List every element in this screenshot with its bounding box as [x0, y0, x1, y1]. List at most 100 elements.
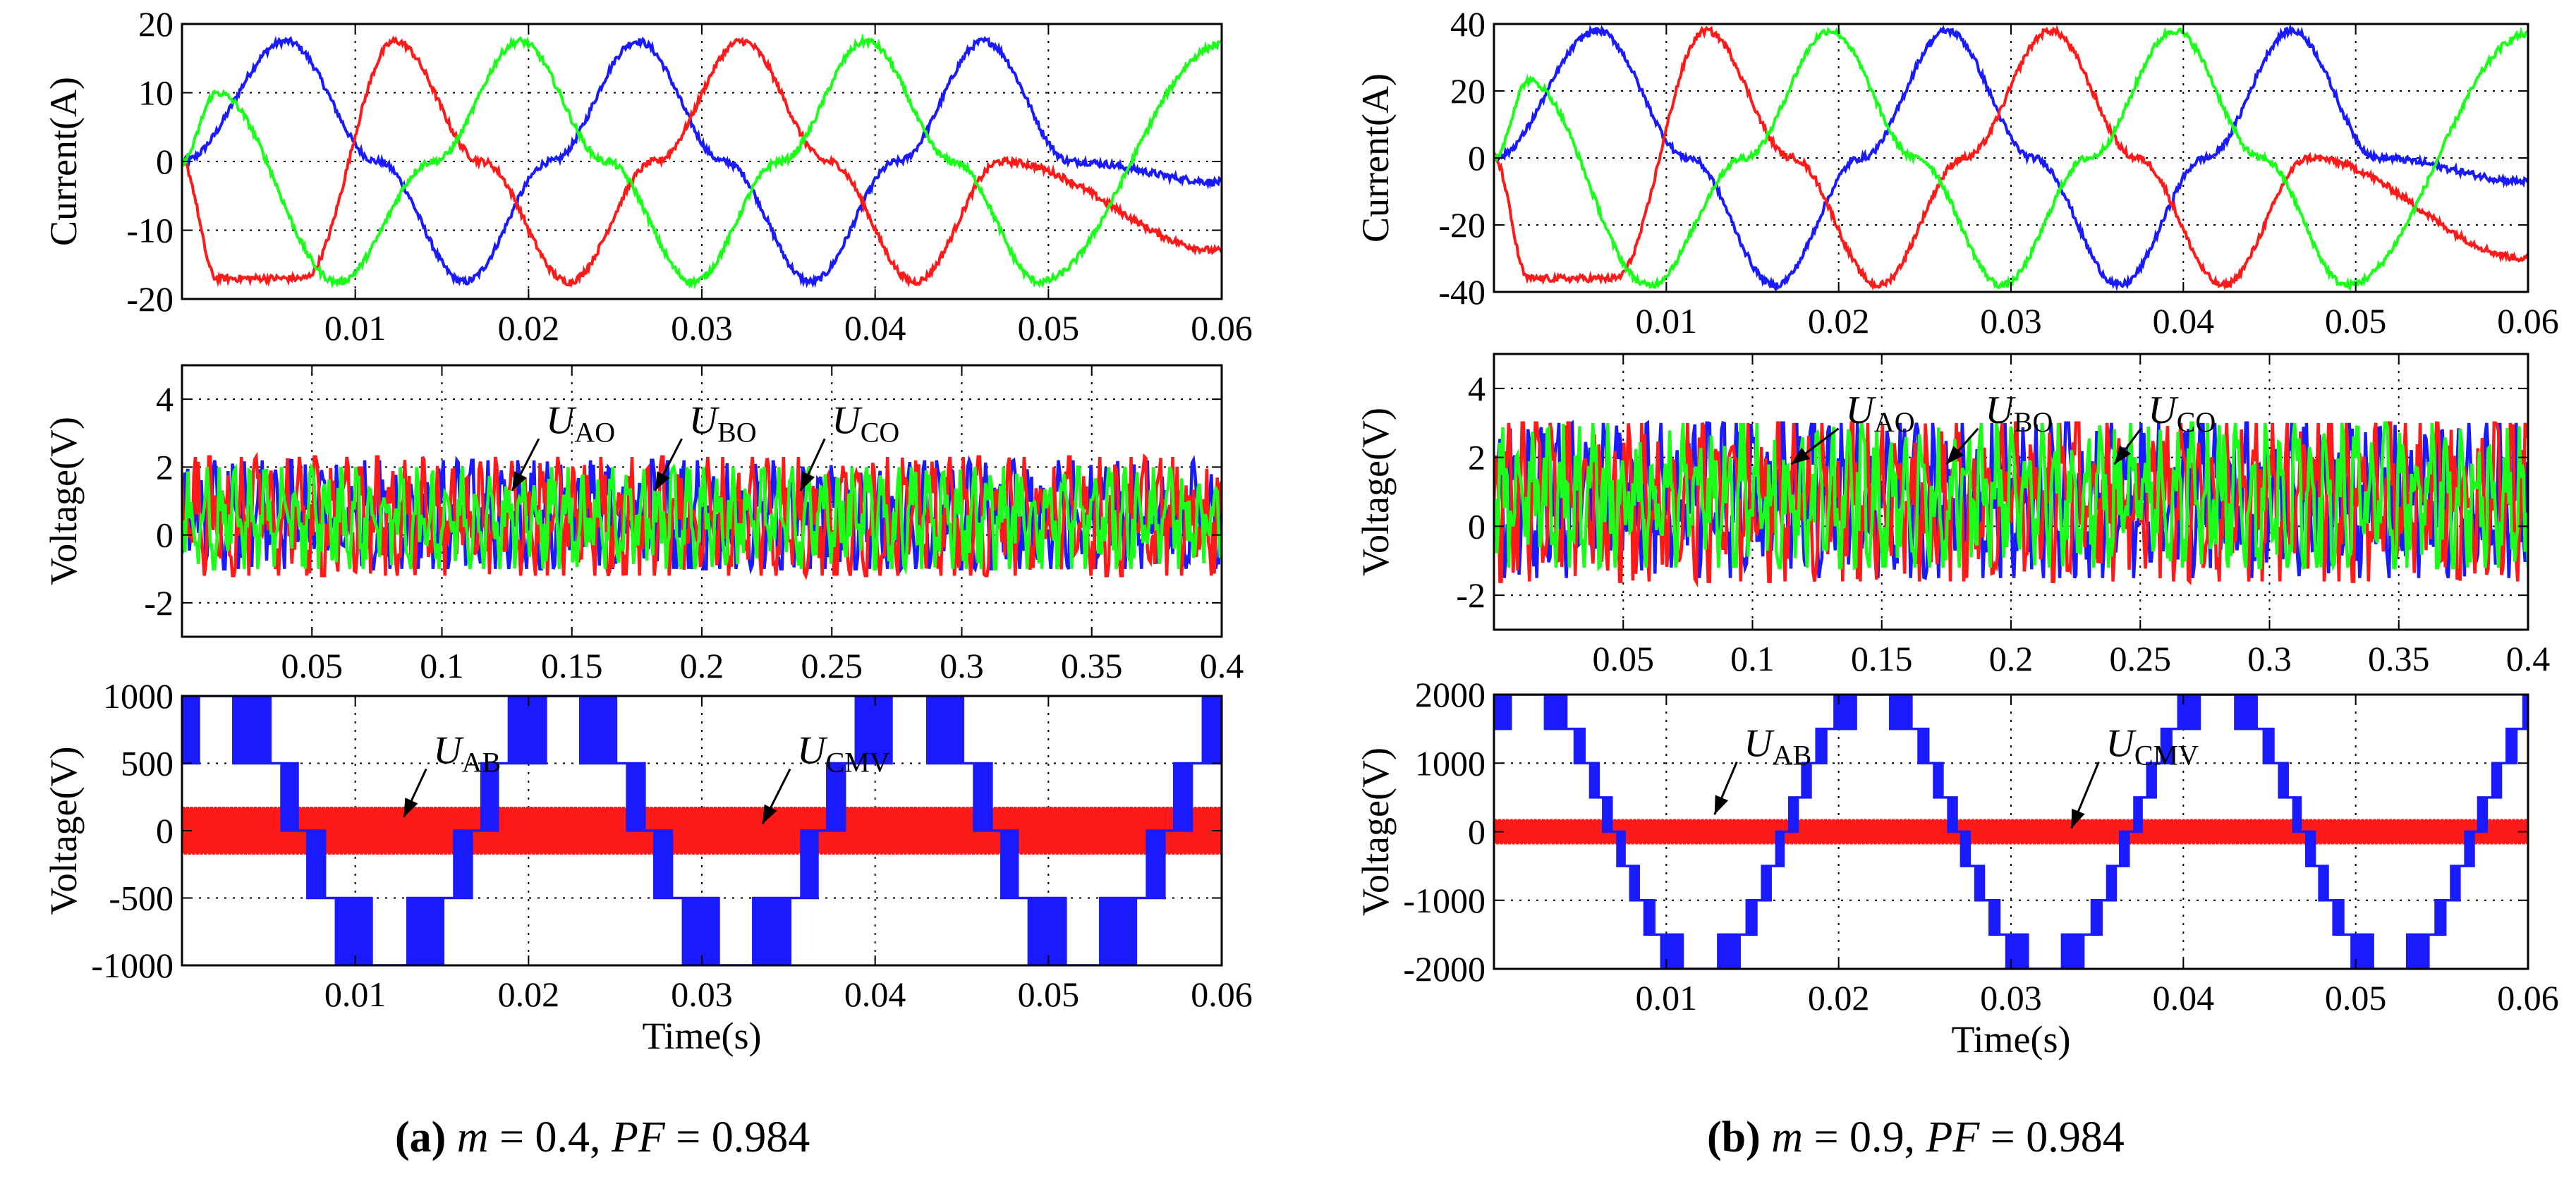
xtick-label-a-phase-voltage-4: 0.25 — [801, 646, 863, 685]
caption-b: (b) m = 0.9, PF = 0.984 — [1707, 1113, 2125, 1163]
caption-a-letter: (a) — [395, 1113, 446, 1161]
ytick-label-b-line-voltage-0: -2000 — [1403, 949, 1486, 989]
plot-area-a-current — [182, 32, 1222, 290]
caption-a: (a) m = 0.4, PF = 0.984 — [395, 1113, 810, 1163]
ytick-label-a-current-2: 0 — [156, 142, 174, 181]
ytick-label-b-line-voltage-2: 0 — [1468, 812, 1486, 852]
xtick-label-a-current-0: 0.01 — [324, 308, 387, 348]
ytick-label-b-phase-voltage-1: 0 — [1468, 506, 1486, 546]
xtick-label-a-phase-voltage-3: 0.2 — [680, 646, 724, 685]
caption-b-letter: (b) — [1707, 1113, 1761, 1161]
caption-a-pf-value: = 0.984 — [664, 1113, 810, 1161]
xtick-label-a-current-3: 0.04 — [844, 308, 906, 348]
xtick-label-a-line-voltage-5: 0.06 — [1191, 975, 1253, 1014]
ytick-label-b-current-1: -20 — [1438, 205, 1486, 245]
ytick-label-b-phase-voltage-0: -2 — [1456, 575, 1486, 615]
ytick-label-b-current-4: 40 — [1450, 4, 1486, 44]
xtick-label-b-current-1: 0.02 — [1808, 301, 1870, 341]
caption-a-m-value: = 0.4, — [488, 1113, 612, 1161]
plot-area-a-phase-voltage — [182, 451, 1222, 580]
plot-area-a-line-voltage — [182, 696, 1222, 965]
ytick-label-a-phase-voltage-1: 0 — [156, 515, 174, 555]
xtick-label-b-current-0: 0.01 — [1636, 301, 1698, 341]
annotation-label-a-phase-voltage-2: UCO — [832, 398, 899, 448]
ytick-label-a-current-0: -20 — [126, 279, 174, 319]
caption-b-m-symbol: m — [1771, 1113, 1804, 1161]
caption-a-m-symbol: m — [456, 1113, 489, 1161]
ytick-label-a-line-voltage-4: 1000 — [103, 676, 174, 716]
caption-b-pf-value: = 0.984 — [1979, 1113, 2125, 1161]
xtick-label-b-phase-voltage-5: 0.3 — [2247, 639, 2292, 678]
series-b-phase-voltage-2 — [1494, 421, 2528, 572]
xtick-label-b-current-3: 0.04 — [2153, 301, 2215, 341]
xtick-label-a-line-voltage-1: 0.02 — [498, 975, 560, 1014]
xlabel-b-line-voltage: Time(s) — [1951, 1018, 2070, 1061]
ylabel-b-line-voltage: Voltage(V) — [1354, 747, 1397, 916]
ytick-label-b-line-voltage-4: 2000 — [1415, 675, 1486, 714]
ytick-label-a-current-1: -10 — [126, 211, 174, 250]
ytick-label-a-line-voltage-1: -500 — [109, 879, 174, 918]
xtick-label-a-line-voltage-0: 0.01 — [324, 975, 387, 1014]
ytick-label-a-phase-voltage-0: -2 — [144, 583, 174, 623]
annotation-arrowhead-b-line-voltage-0 — [1714, 795, 1729, 815]
annotation-arrowhead-a-line-voltage-0 — [403, 798, 418, 817]
plot-area-b-phase-voltage — [1494, 420, 2528, 588]
panel-a-phase-voltage: 0.05 0.1 0.15 0.2 0.25 0.3 0.35 0.4 -2 0 2 4 Voltage… — [42, 364, 1244, 685]
ytick-label-b-current-2: 0 — [1468, 138, 1486, 178]
series-a-phase-voltage-1 — [182, 451, 1222, 580]
xtick-label-a-phase-voltage-1: 0.1 — [420, 646, 464, 685]
caption-a-pf-symbol: PF — [612, 1113, 665, 1161]
ytick-label-a-line-voltage-2: 0 — [156, 811, 174, 850]
caption-b-pf-symbol: PF — [1926, 1113, 1980, 1161]
ytick-label-a-phase-voltage-2: 2 — [156, 447, 174, 487]
panel-b-current: 0.01 0.02 0.03 0.04 0.05 0.06 -40 -20 0 20 40 Curre… — [1354, 4, 2559, 341]
panel-b-line-voltage: 0.01 0.02 0.03 0.04 0.05 0.06 -2000 -1000 0 1000 2… — [1354, 675, 2559, 1061]
xtick-label-b-current-4: 0.05 — [2325, 301, 2387, 341]
ytick-label-a-line-voltage-3: 500 — [121, 744, 174, 783]
panel-a-line-voltage: 0.01 0.02 0.03 0.04 0.05 0.06 -1000 -500 0 500 100… — [42, 676, 1253, 1057]
xtick-label-b-line-voltage-5: 0.06 — [2497, 978, 2559, 1018]
annotation-label-b-phase-voltage-0: UAO — [1845, 389, 1914, 438]
ytick-label-a-line-voltage-0: -1000 — [91, 946, 174, 985]
xtick-label-b-current-5: 0.06 — [2497, 301, 2559, 341]
xtick-label-a-current-1: 0.02 — [498, 308, 560, 348]
annotation-arrowhead-a-line-voltage-1 — [762, 804, 777, 824]
series-a-line-voltage-uab — [182, 696, 1222, 965]
xtick-label-b-phase-voltage-1: 0.1 — [1730, 639, 1775, 678]
xtick-label-a-phase-voltage-0: 0.05 — [281, 646, 344, 685]
caption-b-m-value: = 0.9, — [1803, 1113, 1926, 1161]
series-b-current-1 — [1494, 25, 2528, 291]
annotation-label-a-line-voltage-0: UAB — [433, 729, 501, 778]
xtick-label-a-current-4: 0.05 — [1018, 308, 1080, 348]
ylabel-a-current: Current(A) — [42, 77, 85, 246]
xtick-label-a-line-voltage-2: 0.03 — [671, 975, 733, 1014]
annotation-arrowhead-a-phase-voltage-0 — [511, 471, 527, 491]
ylabel-b-current: Current(A) — [1354, 73, 1397, 243]
ytick-label-b-phase-voltage-3: 4 — [1468, 369, 1486, 408]
series-b-current-0 — [1494, 24, 2528, 292]
series-a-phase-voltage-2 — [182, 463, 1222, 575]
xtick-label-a-line-voltage-3: 0.04 — [844, 975, 906, 1014]
xtick-label-a-current-5: 0.06 — [1191, 308, 1253, 348]
series-b-line-voltage-uab — [1494, 695, 2528, 969]
annotation-label-b-line-voltage-0: UAB — [1744, 722, 1811, 771]
panel-b-phase-voltage: 0.05 0.1 0.15 0.2 0.25 0.3 0.35 0.4 -2 0 2 4 Voltage… — [1354, 353, 2550, 678]
panel-a-current: 0.01 0.02 0.03 0.04 0.05 0.06 -20 -10 0 10 20 Curre… — [42, 4, 1253, 348]
annotation-arrowhead-b-phase-voltage-1 — [1946, 446, 1964, 465]
annotation-arrowhead-b-phase-voltage-0 — [1791, 447, 1811, 465]
series-a-current-1 — [182, 35, 1222, 288]
ytick-label-b-phase-voltage-2: 2 — [1468, 438, 1486, 477]
series-b-phase-voltage-1 — [1494, 421, 2528, 588]
ylabel-a-phase-voltage: Voltage(V) — [42, 417, 85, 585]
xtick-label-b-line-voltage-2: 0.03 — [1980, 978, 2042, 1018]
ylabel-b-phase-voltage: Voltage(V) — [1354, 408, 1397, 576]
xtick-label-a-phase-voltage-6: 0.35 — [1061, 646, 1123, 685]
series-a-line-voltage-ucmv — [182, 807, 1222, 855]
ylabel-a-line-voltage: Voltage(V) — [42, 747, 85, 915]
ytick-label-b-line-voltage-1: -1000 — [1403, 881, 1486, 920]
ytick-label-b-line-voltage-3: 1000 — [1415, 743, 1486, 783]
xtick-label-b-line-voltage-1: 0.02 — [1808, 978, 1870, 1018]
xtick-label-b-phase-voltage-4: 0.25 — [2110, 639, 2172, 678]
annotation-arrowhead-b-line-voltage-1 — [2071, 808, 2085, 829]
xtick-label-b-phase-voltage-3: 0.2 — [1989, 639, 2034, 678]
